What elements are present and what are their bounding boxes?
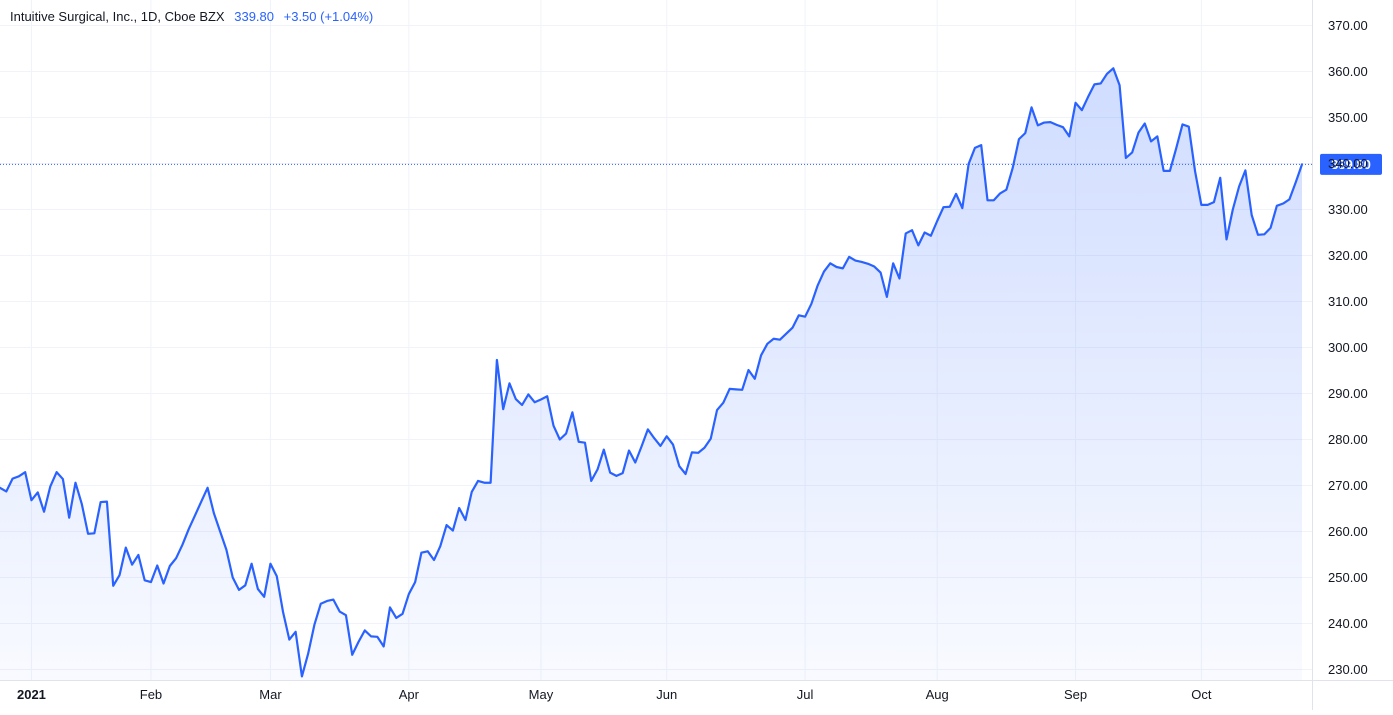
y-tick-label: 280.00 — [1328, 432, 1368, 447]
y-tick-label: 350.00 — [1328, 110, 1368, 125]
y-tick-label: 360.00 — [1328, 64, 1368, 79]
y-tick-label: 320.00 — [1328, 248, 1368, 263]
x-tick-label: Aug — [926, 687, 949, 702]
last-price-label-bg — [1320, 153, 1382, 175]
x-tick-label: Jun — [656, 687, 677, 702]
y-tick-label: 270.00 — [1328, 478, 1368, 493]
x-tick-label: Oct — [1191, 687, 1212, 702]
y-tick-label: 300.00 — [1328, 340, 1368, 355]
legend-price: 339.80 — [234, 9, 274, 24]
legend-symbol: Intuitive Surgical, Inc., 1D, Cboe BZX — [10, 9, 225, 24]
y-tick-label: 310.00 — [1328, 294, 1368, 309]
y-tick-label: 260.00 — [1328, 524, 1368, 539]
price-line-layer — [0, 67, 1304, 678]
y-tick-label: 290.00 — [1328, 386, 1368, 401]
legend-change: +3.50 (+1.04%) — [283, 9, 374, 24]
y-tick-label: 330.00 — [1328, 202, 1368, 217]
last-price-label: 339.80 — [1331, 157, 1371, 172]
y-tick-label: 240.00 — [1328, 616, 1368, 631]
area-fill-layer — [0, 68, 1302, 680]
chart-legend[interactable]: Intuitive Surgical, Inc., 1D, Cboe BZX 3… — [10, 9, 373, 24]
y-tick-label: 230.00 — [1328, 662, 1368, 677]
area-fill — [0, 68, 1302, 680]
x-tick-label: Apr — [399, 687, 420, 702]
x-tick-label: 2021 — [17, 687, 46, 702]
price-series-line[interactable] — [0, 67, 1304, 678]
x-tick-label: Mar — [259, 687, 282, 702]
y-tick-label: 340.00 — [1328, 156, 1368, 171]
x-tick-label: Jul — [797, 687, 814, 702]
x-tick-label: Feb — [140, 687, 162, 702]
x-tick-label: May — [529, 687, 554, 702]
y-tick-label: 370.00 — [1328, 18, 1368, 33]
y-tick-label: 250.00 — [1328, 570, 1368, 585]
last-price-layer: 339.80 — [0, 153, 1382, 175]
x-tick-label: Sep — [1064, 687, 1087, 702]
